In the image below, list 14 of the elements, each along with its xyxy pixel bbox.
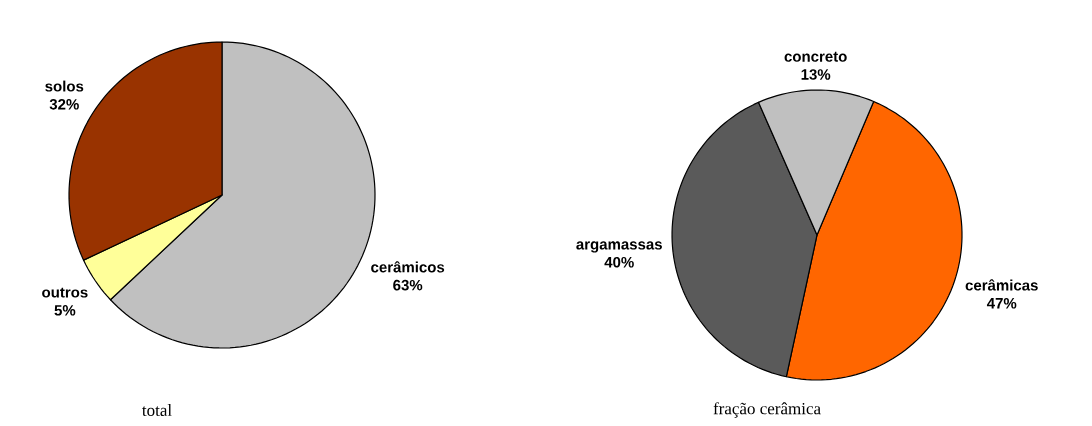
data-label: 47% bbox=[986, 298, 1017, 309]
data-label: 32% bbox=[49, 98, 79, 110]
slice-label: argamassas bbox=[576, 241, 662, 253]
data-label: 40% bbox=[604, 256, 634, 268]
text: total bbox=[142, 404, 172, 416]
data-label: 13% bbox=[801, 69, 831, 80]
data-label: 5% bbox=[54, 305, 76, 316]
slice-label: outros bbox=[42, 287, 88, 298]
slice-label: cerâmicos bbox=[371, 261, 445, 273]
text: fração cerâmica bbox=[713, 402, 821, 418]
slice-label: cerâmicas bbox=[965, 279, 1038, 291]
slice-label: concreto bbox=[784, 51, 847, 62]
slice-label: solos bbox=[45, 80, 84, 92]
data-label: 63% bbox=[393, 279, 423, 291]
